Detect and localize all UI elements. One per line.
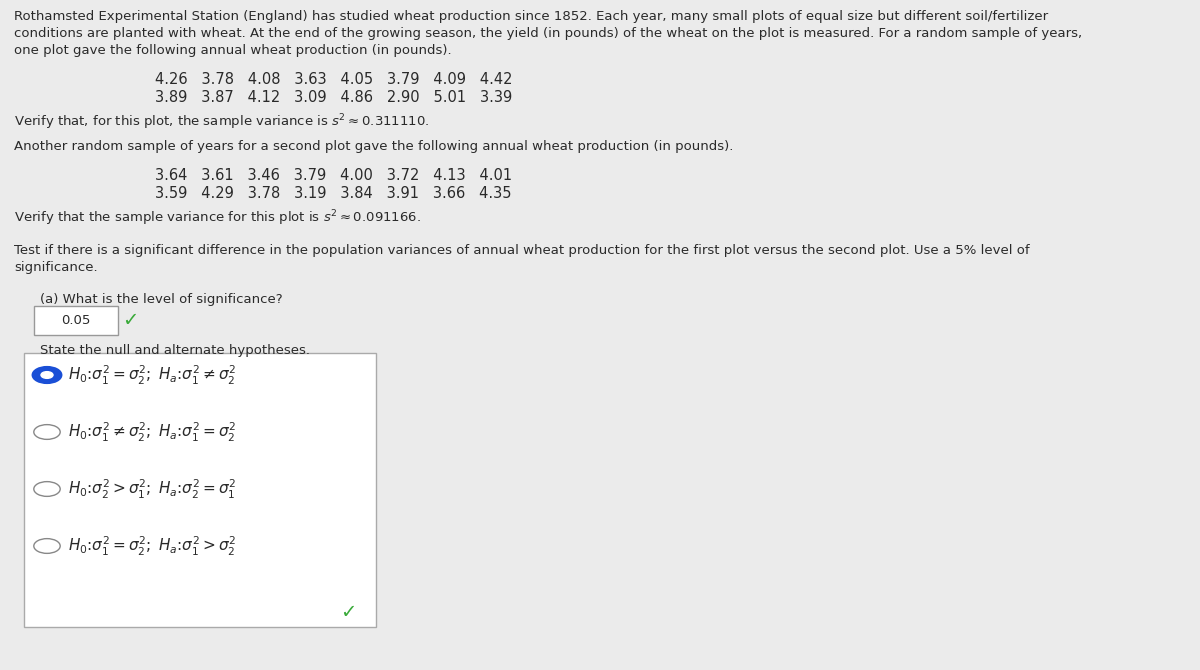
Text: $H_0\colon \sigma_1^2 \neq \sigma_2^2;\; H_a\colon \sigma_1^2 = \sigma_2^2$: $H_0\colon \sigma_1^2 \neq \sigma_2^2;\;…	[68, 420, 236, 444]
Text: State the null and alternate hypotheses.: State the null and alternate hypotheses.	[40, 344, 310, 357]
Text: $H_0\colon \sigma_1^2 = \sigma_2^2;\; H_a\colon \sigma_1^2 \neq \sigma_2^2$: $H_0\colon \sigma_1^2 = \sigma_2^2;\; H_…	[68, 363, 236, 387]
Text: 4.26   3.78   4.08   3.63   4.05   3.79   4.09   4.42: 4.26 3.78 4.08 3.63 4.05 3.79 4.09 4.42	[155, 72, 512, 87]
FancyBboxPatch shape	[34, 306, 118, 336]
Text: 3.89   3.87   4.12   3.09   4.86   2.90   5.01   3.39: 3.89 3.87 4.12 3.09 4.86 2.90 5.01 3.39	[155, 90, 512, 105]
Text: 3.64   3.61   3.46   3.79   4.00   3.72   4.13   4.01: 3.64 3.61 3.46 3.79 4.00 3.72 4.13 4.01	[155, 168, 512, 183]
Text: ✓: ✓	[122, 311, 138, 330]
FancyBboxPatch shape	[24, 352, 376, 627]
Text: Verify that the sample variance for this plot is $s^2 \approx 0.091166$.: Verify that the sample variance for this…	[14, 208, 421, 228]
Text: significance.: significance.	[14, 261, 97, 274]
Text: 3.59   4.29   3.78   3.19   3.84   3.91   3.66   4.35: 3.59 4.29 3.78 3.19 3.84 3.91 3.66 4.35	[155, 186, 511, 201]
Text: Test if there is a significant difference in the population variances of annual : Test if there is a significant differenc…	[14, 244, 1030, 257]
Text: $H_0\colon \sigma_1^2 = \sigma_2^2;\; H_a\colon \sigma_1^2 > \sigma_2^2$: $H_0\colon \sigma_1^2 = \sigma_2^2;\; H_…	[68, 535, 236, 557]
Text: Rothamsted Experimental Station (England) has studied wheat production since 185: Rothamsted Experimental Station (England…	[14, 10, 1048, 23]
Text: (a) What is the level of significance?: (a) What is the level of significance?	[40, 293, 283, 306]
Text: one plot gave the following annual wheat production (in pounds).: one plot gave the following annual wheat…	[14, 44, 451, 57]
Text: 0.05: 0.05	[61, 314, 91, 327]
Text: ✓: ✓	[340, 602, 356, 622]
Text: Verify that, for this plot, the sample variance is $s^2 \approx 0.311110$.: Verify that, for this plot, the sample v…	[14, 112, 430, 131]
Text: conditions are planted with wheat. At the end of the growing season, the yield (: conditions are planted with wheat. At th…	[14, 27, 1082, 40]
Text: $H_0\colon \sigma_2^2 > \sigma_1^2;\; H_a\colon \sigma_2^2 = \sigma_1^2$: $H_0\colon \sigma_2^2 > \sigma_1^2;\; H_…	[68, 478, 236, 500]
Text: Another random sample of years for a second plot gave the following annual wheat: Another random sample of years for a sec…	[14, 140, 733, 153]
